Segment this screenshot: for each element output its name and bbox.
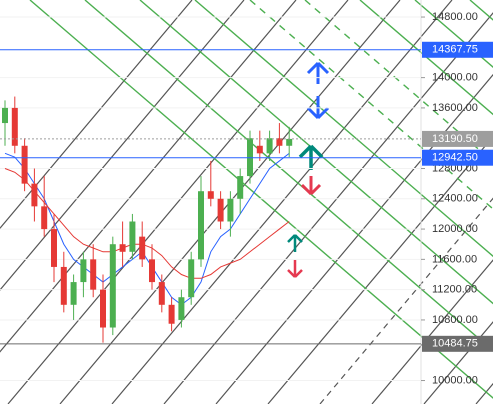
- price-tag-label: 12942.50: [432, 152, 478, 164]
- fork-line: [111, 0, 453, 404]
- candle-body: [276, 138, 283, 146]
- arrow-down: [287, 260, 303, 278]
- y-tick-label: 14000.00: [432, 72, 478, 84]
- price-tag-label: 14367.75: [432, 44, 478, 56]
- fork-line: [319, 197, 493, 404]
- candle-body: [168, 304, 175, 324]
- candle-body: [51, 229, 57, 267]
- price-tag-label: 13190.50: [432, 133, 478, 145]
- price-tag: [422, 130, 493, 147]
- fork-line: [0, 0, 245, 291]
- candle-body: [266, 138, 273, 154]
- fork-line: [359, 0, 493, 116]
- fork-line: [215, 73, 493, 404]
- candle-body: [21, 145, 28, 184]
- fork-line: [267, 135, 493, 404]
- candle-body: [80, 259, 87, 283]
- price-tag: [422, 41, 493, 58]
- fork-line: [29, 0, 493, 399]
- y-tick-label: 12000.00: [432, 223, 478, 235]
- candle-body: [2, 107, 8, 124]
- moving-average: [4, 152, 290, 306]
- price-tag: [422, 149, 493, 166]
- arrow-up: [306, 61, 330, 84]
- candle-body: [227, 198, 234, 222]
- price-tag: [422, 335, 493, 352]
- fork-line: [139, 0, 493, 305]
- candle-body: [198, 191, 204, 260]
- fork-line: [0, 0, 297, 353]
- candle-body: [237, 176, 244, 199]
- candle-body: [139, 236, 146, 260]
- candle-body: [217, 198, 224, 222]
- candle-body: [60, 266, 67, 305]
- candle-body: [41, 206, 48, 230]
- signal-arrows: [287, 61, 330, 278]
- arrow-up: [287, 234, 303, 252]
- y-tick-label: 12400.00: [432, 193, 478, 205]
- candle-body: [11, 107, 18, 146]
- candle-body: [149, 259, 155, 283]
- arrow-down: [306, 96, 330, 120]
- candle-body: [178, 297, 185, 320]
- candle-body: [247, 138, 253, 177]
- y-tick-label: 11600.00: [432, 253, 477, 265]
- candle-body: [90, 259, 97, 290]
- candle-body: [70, 282, 77, 305]
- candle-body: [286, 138, 293, 146]
- candle-body: [207, 191, 214, 199]
- candle-body: [158, 282, 165, 305]
- candle-body: [129, 221, 136, 252]
- fork-line: [7, 0, 349, 404]
- candle-body: [31, 183, 38, 207]
- y-tick-label: 11200.00: [432, 284, 477, 296]
- price-tag-label: 10484.75: [432, 338, 478, 350]
- y-tick-label: 10000.00: [432, 374, 478, 386]
- candle-body: [109, 244, 116, 328]
- candle-body: [119, 244, 126, 252]
- candle-body: [256, 145, 263, 154]
- moving-average: [4, 168, 290, 279]
- y-tick-label: 13600.00: [432, 102, 478, 114]
- fork-line: [194, 0, 493, 258]
- candle-body: [100, 289, 106, 328]
- y-tick-label: 10800.00: [432, 314, 478, 326]
- candle-body: [188, 259, 195, 298]
- y-tick-label: 14800.00: [432, 11, 478, 23]
- fork-line: [163, 12, 493, 404]
- arrow-down: [300, 176, 322, 196]
- fork-line: [0, 0, 193, 230]
